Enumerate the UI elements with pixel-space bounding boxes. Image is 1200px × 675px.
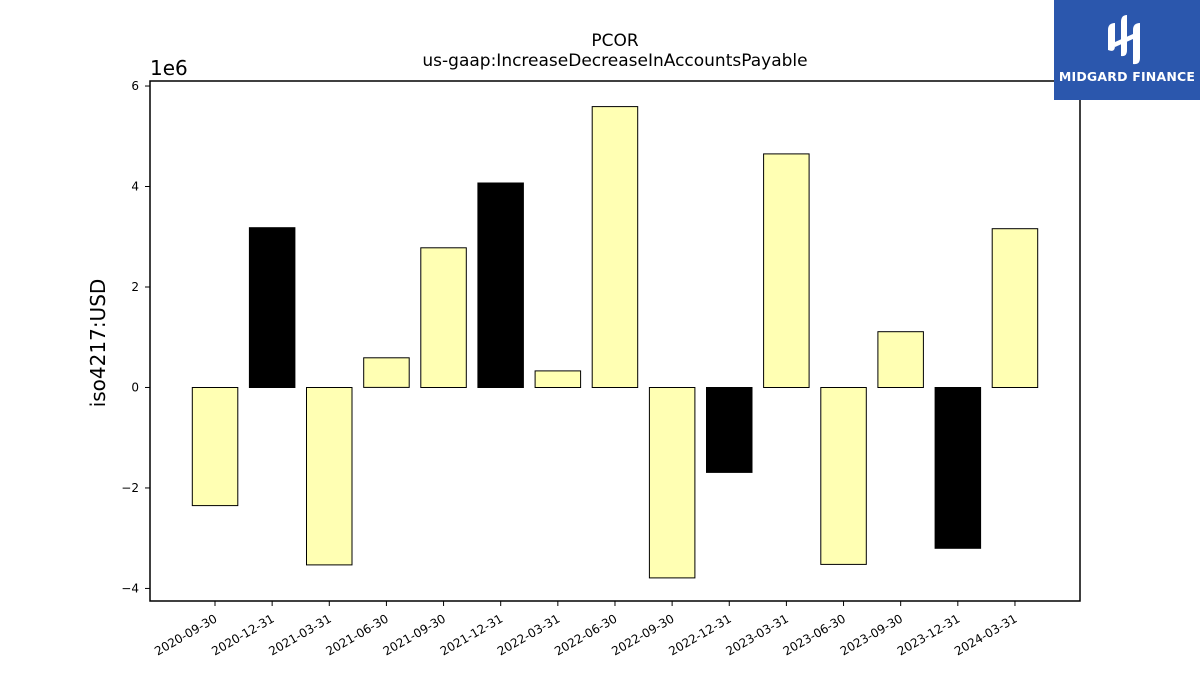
bar-2021-06-30: [363, 357, 410, 388]
bar-2021-12-31: [477, 182, 524, 388]
bar-2022-03-31: [534, 370, 582, 388]
bar-2022-09-30: [648, 387, 696, 579]
bars-group: [191, 106, 1039, 579]
x-tick-label: 2021-09-30: [381, 611, 448, 658]
y-axis-scale-label: 1e6: [150, 56, 188, 80]
x-tick-label: 2021-12-31: [438, 611, 505, 658]
x-tick-label: 2022-09-30: [609, 611, 676, 658]
bar-2020-09-30: [191, 387, 239, 507]
y-tick-label: 6: [131, 79, 139, 93]
bar-2022-06-30: [591, 106, 639, 388]
bar-2023-03-31: [763, 153, 810, 388]
chart-title: PCOR: [591, 31, 639, 51]
bar-2023-06-30: [820, 387, 867, 565]
y-tick-label: −2: [121, 481, 139, 495]
y-tick-label: −4: [121, 581, 139, 595]
y-axis-label: iso4217:USD: [86, 278, 110, 408]
x-tick-label: 2020-12-31: [209, 611, 276, 658]
x-tick-label: 2021-03-31: [266, 611, 333, 658]
logo-mark-icon: [1108, 15, 1140, 65]
y-axis-ticks: −4 −2 0 2 4 6: [121, 79, 150, 595]
y-tick-label: 4: [131, 180, 139, 194]
bar-2023-12-31: [934, 387, 982, 549]
x-tick-label: 2021-06-30: [324, 611, 391, 658]
x-tick-label: 2023-06-30: [781, 611, 848, 658]
bar-2020-12-31: [248, 227, 296, 388]
y-tick-label: 0: [131, 380, 139, 394]
chart-subtitle: us-gaap:IncreaseDecreaseInAccountsPayabl…: [422, 51, 808, 71]
x-tick-label: 2023-12-31: [895, 611, 962, 658]
midgard-finance-logo: MIDGARD FINANCE: [1054, 0, 1200, 100]
x-tick-label: 2020-09-30: [152, 611, 219, 658]
x-tick-label: 2022-06-30: [552, 611, 619, 658]
bar-2023-09-30: [877, 331, 924, 389]
plot-frame: [149, 80, 1081, 602]
x-axis-ticks: 2020-09-302020-12-312021-03-312021-06-30…: [152, 601, 1019, 658]
x-tick-label: 2023-09-30: [838, 611, 905, 658]
bar-2022-12-31: [706, 387, 753, 473]
bar-2021-09-30: [420, 247, 467, 388]
x-tick-label: 2022-12-31: [666, 611, 733, 658]
logo-text: MIDGARD FINANCE: [1058, 69, 1196, 84]
bar-2021-03-31: [306, 387, 353, 566]
x-tick-label: 2023-03-31: [723, 611, 790, 658]
x-tick-label: 2024-03-31: [952, 611, 1019, 658]
x-tick-label: 2022-03-31: [495, 611, 562, 658]
y-tick-label: 2: [131, 280, 139, 294]
bar-2024-03-31: [991, 228, 1039, 388]
